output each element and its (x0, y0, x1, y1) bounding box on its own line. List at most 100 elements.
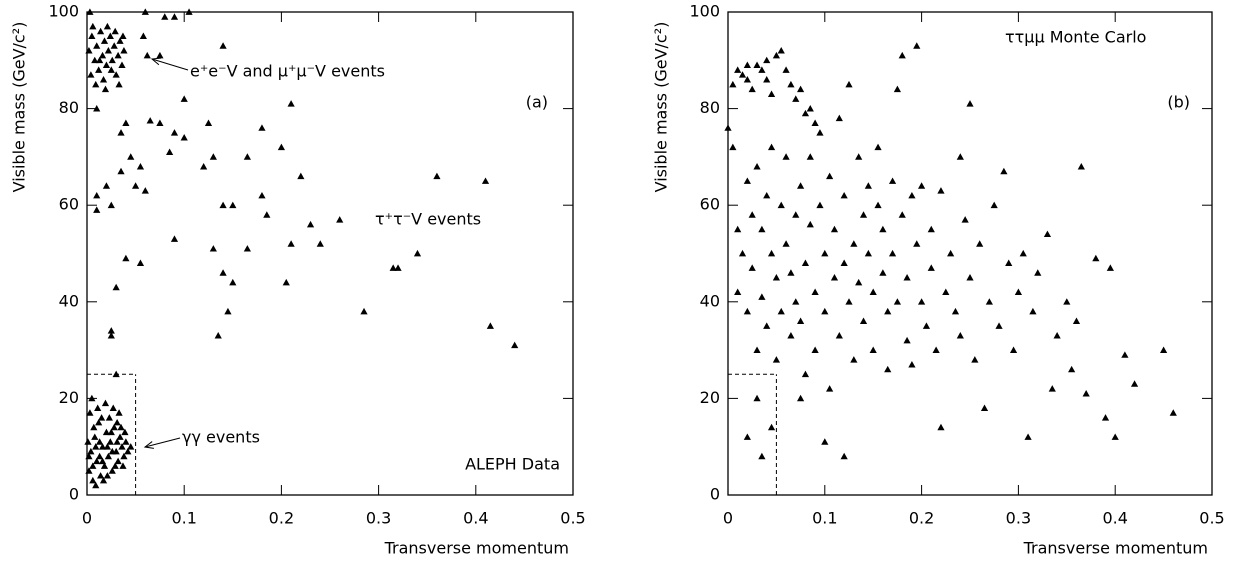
point (93, 457, 101, 465)
x-tick-label: 0.3 (366, 509, 391, 528)
point (258, 191, 266, 199)
point (109, 404, 117, 411)
point (1130, 380, 1139, 387)
point (913, 42, 921, 49)
point (113, 438, 121, 445)
point (806, 220, 814, 228)
point (753, 394, 761, 402)
point (797, 182, 805, 189)
point (94, 404, 102, 411)
point (112, 370, 120, 378)
point (102, 428, 111, 436)
point (792, 298, 800, 305)
point (98, 51, 107, 59)
annotation: γγ events (182, 428, 260, 447)
point (107, 428, 115, 436)
y-tick-label: 80 (700, 98, 720, 117)
point (903, 336, 911, 344)
point (132, 182, 140, 189)
annotation: ALEPH Data (465, 455, 560, 474)
point (927, 264, 935, 271)
point (287, 100, 295, 107)
point (104, 452, 112, 460)
point (758, 225, 766, 233)
point (127, 443, 135, 450)
point (821, 249, 829, 257)
point (1068, 365, 1076, 373)
point (96, 56, 104, 64)
point (185, 8, 193, 15)
point (110, 42, 118, 49)
point (1034, 269, 1042, 276)
point (84, 438, 92, 445)
point (1077, 162, 1085, 170)
point (105, 414, 113, 421)
point (166, 148, 174, 155)
point (113, 418, 121, 426)
point (830, 274, 839, 281)
point (1121, 351, 1129, 358)
point (850, 240, 858, 247)
point (360, 307, 368, 315)
point (797, 394, 805, 402)
x-tick-label: 0.4 (463, 509, 488, 528)
point (297, 172, 305, 180)
point (748, 85, 756, 93)
arrow-head (150, 57, 162, 66)
point (738, 249, 747, 257)
point (763, 76, 771, 83)
point (1063, 298, 1071, 305)
y-tick-label: 40 (700, 291, 720, 310)
point (107, 327, 115, 334)
y-tick-label: 60 (700, 195, 720, 214)
point (219, 42, 227, 49)
y-tick-label: 60 (59, 195, 79, 214)
point (277, 143, 285, 151)
point (1029, 307, 1037, 315)
point (729, 80, 737, 88)
x-tick-label: 0.5 (1199, 509, 1224, 528)
point (947, 249, 955, 257)
point (782, 66, 790, 73)
point (942, 288, 950, 296)
point (85, 452, 93, 460)
point (888, 177, 897, 184)
point (734, 66, 742, 73)
point (980, 404, 989, 411)
point (115, 80, 123, 88)
point (951, 307, 960, 315)
point (86, 409, 94, 416)
x-tick-label: 0.2 (269, 509, 294, 528)
point (927, 225, 935, 233)
point (1043, 230, 1052, 238)
point (85, 47, 93, 54)
point (103, 443, 112, 450)
point (122, 438, 130, 445)
annotation: (b) (1167, 93, 1190, 112)
y-tick-label: 100 (689, 2, 720, 21)
y-axis-label: Visible mass (GeV/c²) (652, 22, 671, 193)
point (91, 433, 99, 440)
point (316, 240, 324, 247)
point (850, 356, 858, 363)
annotation: e⁺e⁻V and μ⁺μ⁻V events (190, 62, 385, 81)
point (107, 201, 115, 209)
y-tick-label: 40 (59, 291, 79, 310)
point (971, 356, 979, 363)
point (792, 211, 800, 218)
point (229, 278, 237, 286)
y-tick-label: 80 (59, 98, 79, 117)
point (89, 22, 97, 30)
point (811, 119, 819, 126)
point (888, 249, 897, 257)
point (87, 71, 95, 78)
point (394, 264, 402, 271)
point (985, 298, 993, 305)
point (995, 322, 1003, 329)
point (336, 216, 344, 223)
point (170, 13, 179, 20)
point (92, 80, 100, 88)
point (743, 307, 751, 315)
point (922, 322, 931, 329)
